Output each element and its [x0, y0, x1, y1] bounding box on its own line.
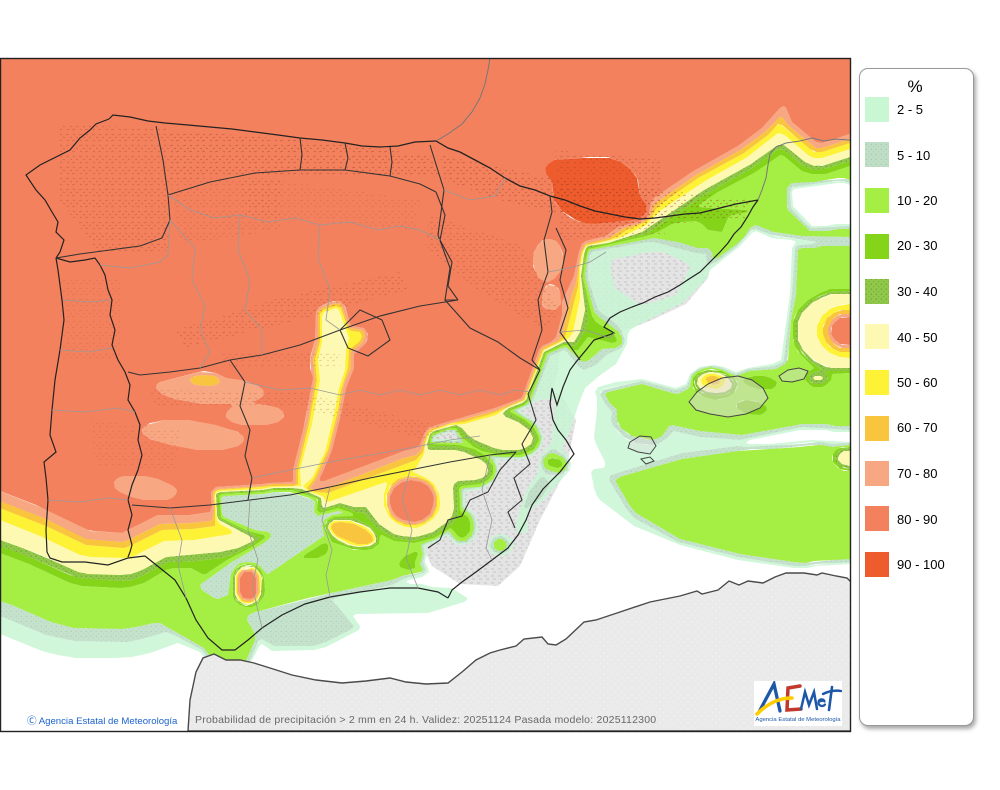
- svg-text:40 - 50: 40 - 50: [897, 330, 937, 345]
- svg-text:90 - 100: 90 - 100: [897, 557, 945, 572]
- svg-text:20 - 30: 20 - 30: [897, 238, 937, 253]
- svg-text:5 - 10: 5 - 10: [897, 148, 930, 163]
- svg-text:50 - 60: 50 - 60: [897, 375, 937, 390]
- svg-text:70 - 80: 70 - 80: [897, 466, 937, 481]
- svg-text:Agencia Estatal de Meteorologí: Agencia Estatal de Meteorología: [755, 717, 841, 723]
- svg-text:30 - 40: 30 - 40: [897, 284, 937, 299]
- svg-text:10 - 20: 10 - 20: [897, 193, 937, 208]
- svg-text:80 - 90: 80 - 90: [897, 512, 937, 527]
- svg-text:%: %: [907, 77, 922, 96]
- svg-text:2 - 5: 2 - 5: [897, 102, 923, 117]
- svg-text:60 - 70: 60 - 70: [897, 420, 937, 435]
